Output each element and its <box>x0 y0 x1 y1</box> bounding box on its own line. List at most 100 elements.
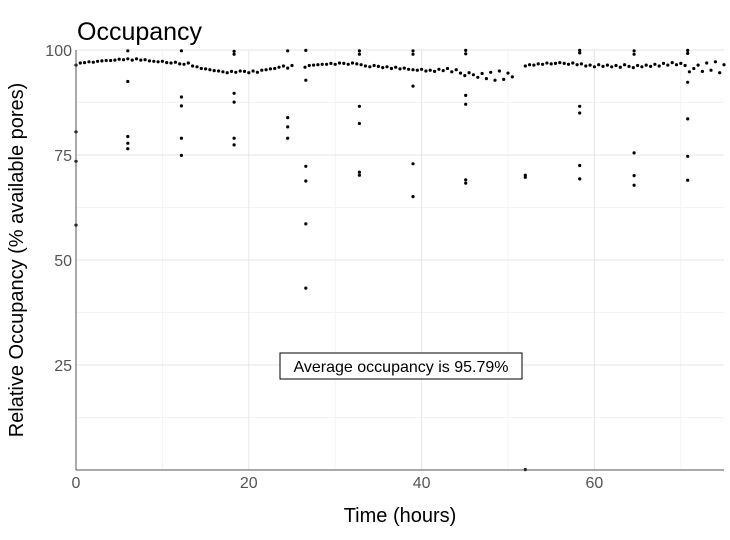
data-point <box>357 49 361 53</box>
data-point <box>458 71 463 75</box>
data-point <box>632 183 636 187</box>
data-point <box>686 51 690 56</box>
data-point <box>636 63 640 68</box>
data-point <box>325 62 329 66</box>
data-point <box>713 60 718 64</box>
data-point <box>83 61 87 65</box>
data-point <box>229 69 234 73</box>
data-point <box>304 164 308 168</box>
data-point <box>601 64 605 68</box>
data-point <box>312 63 316 67</box>
data-point <box>385 65 389 69</box>
data-point <box>454 68 458 72</box>
data-point <box>346 62 350 66</box>
data-point <box>78 61 82 65</box>
chart-title: Occupancy <box>77 18 203 46</box>
data-point <box>666 63 670 67</box>
y-axis-title: Relative Occupancy (% available pores) <box>6 83 28 438</box>
data-point <box>117 57 121 61</box>
data-point <box>437 67 441 71</box>
data-point <box>506 71 510 75</box>
data-point <box>510 75 514 79</box>
data-point <box>212 69 216 73</box>
x-tick-label: 60 <box>586 475 604 492</box>
data-point <box>433 69 437 73</box>
data-point <box>320 62 324 66</box>
data-point <box>575 63 579 67</box>
data-point <box>277 65 281 69</box>
data-point <box>705 61 709 65</box>
data-point <box>578 111 582 115</box>
data-point <box>363 64 367 68</box>
data-point <box>686 48 690 53</box>
data-point <box>674 63 679 67</box>
data-point <box>225 71 229 75</box>
data-point <box>121 58 126 62</box>
data-point <box>480 71 484 76</box>
data-point <box>126 79 130 84</box>
data-point <box>342 61 346 65</box>
data-point <box>251 69 255 73</box>
data-point <box>357 52 361 56</box>
data-point <box>722 63 726 67</box>
data-point <box>126 134 130 139</box>
data-point <box>644 63 648 67</box>
data-point <box>104 58 108 63</box>
data-point <box>178 62 182 66</box>
data-point <box>179 95 183 99</box>
data-point <box>156 60 160 64</box>
grid-lines <box>75 49 724 470</box>
data-point <box>260 68 264 72</box>
data-point <box>100 59 104 63</box>
data-point <box>623 63 627 67</box>
data-point <box>372 63 376 68</box>
data-point <box>109 58 113 63</box>
data-point <box>411 49 415 53</box>
data-point <box>464 52 468 56</box>
data-point <box>199 66 203 71</box>
data-point <box>160 59 164 63</box>
data-point <box>152 59 156 63</box>
data-point <box>709 68 713 72</box>
data-point <box>578 51 582 55</box>
data-point <box>411 162 415 166</box>
data-point <box>536 62 540 66</box>
data-point <box>191 64 195 68</box>
data-point <box>376 64 380 68</box>
data-point <box>464 181 468 185</box>
data-point <box>357 121 361 126</box>
data-point <box>464 102 468 106</box>
data-point <box>126 49 130 53</box>
data-point <box>394 65 398 69</box>
data-point <box>686 117 690 121</box>
data-point <box>130 58 134 62</box>
data-point <box>286 125 290 129</box>
data-point <box>126 141 130 145</box>
data-point <box>578 104 582 108</box>
data-point <box>545 61 549 65</box>
data-point <box>632 49 636 53</box>
data-point <box>273 66 277 71</box>
data-point <box>493 78 497 82</box>
data-point <box>232 91 236 95</box>
data-point <box>541 62 545 66</box>
data-point <box>592 65 597 69</box>
data-point <box>502 77 506 81</box>
data-point <box>232 143 236 147</box>
data-point <box>489 70 493 74</box>
data-point <box>686 178 690 182</box>
data-point <box>179 136 183 140</box>
data-point <box>268 67 272 71</box>
average-annotation: Average occupancy is 95.79% <box>279 352 523 380</box>
data-point <box>584 64 588 68</box>
data-point <box>208 68 212 72</box>
data-point <box>255 70 259 74</box>
data-point <box>464 48 468 53</box>
data-point <box>165 61 169 65</box>
data-point <box>692 66 696 71</box>
x-tick-label: 40 <box>413 475 431 492</box>
annotation-text: Average occupancy is 95.79% <box>294 359 509 376</box>
data-point <box>415 68 419 72</box>
data-point <box>91 60 95 64</box>
data-point <box>558 61 562 65</box>
